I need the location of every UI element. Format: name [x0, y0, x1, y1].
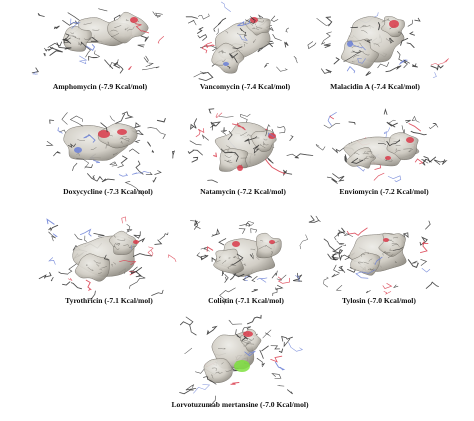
molecule-surface-amphomycin: [31, 8, 165, 75]
panel-malacidin-a: Malacidin A (-7.4 Kcal/mol): [307, 4, 449, 98]
panel-amphomycin: Amphomycin (-7.9 Kcal/mol): [30, 6, 170, 98]
molecule-surface-vancomycin: [185, 1, 298, 82]
molecule-surface-doxycycline: [46, 111, 176, 197]
caption-enviomycin: Enviomycin (-7.2 Kcal/mol): [339, 187, 429, 196]
panel-colistin: Colistin (-7.1 Kcal/mol): [184, 214, 309, 312]
caption-amphomycin: Amphomycin (-7.9 Kcal/mol): [52, 82, 148, 91]
panel-vancomycin: Vancomycin (-7.4 Kcal/mol): [180, 1, 310, 98]
panel-tylosin: Tylosin (-7.0 Kcal/mol): [308, 214, 446, 312]
molecule-surface-tyrothricin: [38, 216, 177, 300]
caption-malacidin-a: Malacidin A (-7.4 Kcal/mol): [330, 82, 420, 91]
caption-doxycycline: Doxycycline (-7.3 Kcal/mol): [63, 187, 153, 196]
panel-tyrothricin: Tyrothricin (-7.1 Kcal/mol): [38, 214, 177, 312]
caption-natamycin: Natamycin (-7.2 Kcal/mol): [200, 187, 286, 196]
molecule-surface-tylosin: [308, 215, 439, 295]
caption-vancomycin: Vancomycin (-7.4 Kcal/mol): [199, 82, 291, 91]
panel-lorvotuzumab-mertansine: Lorvotuzumab mertansine (-7.0 Kcal/mol): [150, 314, 330, 416]
panel-doxycycline: Doxycycline (-7.3 Kcal/mol): [38, 104, 178, 204]
caption-tylosin: Tylosin (-7.0 Kcal/mol): [342, 296, 416, 305]
caption-colistin: Colistin (-7.1 Kcal/mol): [208, 296, 284, 305]
molecule-surface-natamycin: [187, 108, 314, 183]
molecule-surface-malacidin-a: [307, 12, 449, 78]
panel-natamycin: Natamycin (-7.2 Kcal/mol): [178, 106, 314, 204]
molecule-surface-lorvotuzumab-mertansine: [179, 314, 304, 407]
molecule-surface-enviomycin: [315, 108, 448, 184]
molecule-surface-colistin: [190, 219, 309, 305]
panel-enviomycin: Enviomycin (-7.2 Kcal/mol): [315, 106, 452, 204]
caption-lorvotuzumab-mertansine: Lorvotuzumab mertansine (-7.0 Kcal/mol): [171, 400, 309, 409]
caption-tyrothricin: Tyrothricin (-7.1 Kcal/mol): [65, 296, 153, 305]
